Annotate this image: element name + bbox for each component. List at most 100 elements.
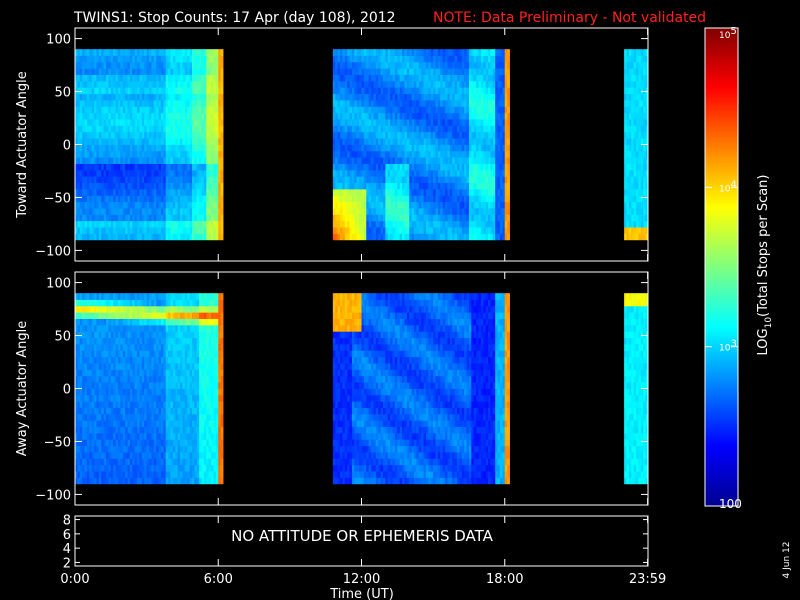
heatmap-cell [454, 55, 458, 63]
heatmap-cell [502, 49, 506, 56]
heatmap-cell [645, 208, 649, 215]
heatmap-cell [375, 150, 379, 158]
heatmap-cell [120, 227, 124, 234]
heatmap-cell [106, 458, 109, 466]
heatmap-cell [499, 195, 503, 203]
heatmap-cell [476, 214, 479, 222]
heatmap-cell [402, 131, 405, 139]
heatmap-cell [127, 138, 131, 145]
heatmap-cell [180, 125, 183, 133]
heatmap-cell [158, 233, 162, 241]
heatmap-cell [368, 100, 372, 107]
heatmap-cell [363, 195, 367, 203]
heatmap-cell [86, 363, 90, 370]
heatmap-cell [86, 312, 90, 319]
heatmap-cell [471, 93, 475, 101]
heatmap-cell [440, 87, 444, 95]
heatmap-cell [129, 125, 133, 133]
heatmap-cell [468, 163, 472, 171]
heatmap-cell [86, 382, 90, 389]
heatmap-cell [340, 55, 343, 63]
heatmap-cell [158, 68, 162, 75]
heatmap-cell [645, 100, 649, 107]
heatmap-cell [103, 464, 107, 472]
heatmap-cell [416, 208, 420, 215]
heatmap-cell [428, 112, 432, 120]
heatmap-cell [454, 227, 458, 234]
heatmap-cell [194, 176, 198, 184]
heatmap-cell [132, 220, 136, 228]
heatmap-cell [213, 214, 217, 222]
heatmap-cell [628, 131, 632, 139]
heatmap-cell [82, 125, 85, 133]
heatmap-cell [454, 144, 458, 152]
heatmap-cell [75, 363, 78, 370]
heatmap-cell [208, 195, 212, 203]
heatmap-cell [433, 208, 436, 215]
heatmap-cell [211, 182, 214, 190]
heatmap-cell [628, 144, 632, 152]
heatmap-cell [457, 201, 460, 209]
heatmap-cell [168, 93, 171, 101]
heatmap-cell [409, 157, 413, 164]
heatmap-cell [454, 68, 458, 75]
heatmap-cell [633, 74, 637, 82]
heatmap-cell [488, 201, 491, 209]
heatmap-cell [483, 233, 487, 241]
heatmap-cell [347, 100, 350, 107]
heatmap-cell [435, 119, 439, 126]
heatmap-cell [640, 144, 644, 152]
heatmap-cell [473, 227, 477, 234]
heatmap-cell [473, 49, 477, 56]
heatmap-cell [84, 233, 88, 241]
heatmap-cell [454, 150, 458, 158]
heatmap-cell [103, 318, 107, 326]
heatmap-cell [89, 375, 93, 383]
heatmap-cell [392, 112, 396, 120]
heatmap-cell [435, 150, 439, 158]
heatmap-cell [98, 458, 102, 466]
heatmap-cell [199, 93, 202, 101]
heatmap-cell [478, 220, 482, 228]
heatmap-cell [392, 188, 396, 196]
heatmap-cell [507, 106, 510, 114]
heatmap-cell [449, 214, 453, 222]
heatmap-cell [454, 100, 458, 107]
heatmap-cell [184, 195, 188, 203]
heatmap-cell [363, 119, 367, 126]
heatmap-cell [156, 74, 159, 82]
heatmap-cell [480, 106, 484, 114]
heatmap-cell [122, 100, 126, 107]
heatmap-cell [134, 68, 138, 75]
heatmap-cell [160, 68, 164, 75]
heatmap-cell [149, 208, 152, 215]
heatmap-cell [435, 144, 439, 152]
heatmap-cell [84, 477, 88, 485]
heatmap-cell [423, 208, 427, 215]
heatmap-cell [129, 157, 133, 164]
heatmap-cell [194, 68, 198, 75]
heatmap-cell [120, 112, 124, 120]
heatmap-cell [437, 119, 441, 126]
heatmap-cell [631, 220, 635, 228]
heatmap-cell [638, 182, 642, 190]
heatmap-cell [82, 375, 85, 383]
heatmap-cell [464, 182, 467, 190]
heatmap-cell [77, 80, 81, 88]
heatmap-cell [624, 227, 627, 234]
heatmap-cell [218, 61, 222, 69]
heatmap-cell [382, 201, 386, 209]
heatmap-cell [626, 106, 630, 114]
heatmap-cell [117, 458, 121, 466]
heatmap-cell [180, 208, 183, 215]
heatmap-cell [158, 61, 162, 69]
heatmap-cell [366, 125, 370, 133]
heatmap-cell [75, 188, 78, 196]
heatmap-cell [180, 233, 183, 241]
heatmap-cell [382, 233, 386, 241]
heatmap-cell [459, 208, 463, 215]
heatmap-cell [459, 55, 463, 63]
heatmap-cell [177, 80, 181, 88]
heatmap-cell [213, 68, 217, 75]
heatmap-cell [402, 68, 405, 75]
